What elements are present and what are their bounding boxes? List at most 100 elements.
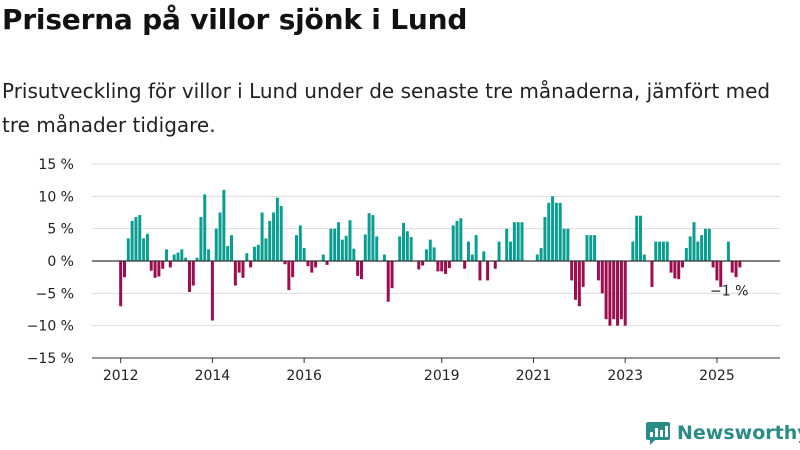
bar [688,236,692,261]
bar [314,261,318,268]
annotations: −1 % [710,283,748,299]
bar [352,248,356,261]
bar [616,261,620,326]
bars [119,189,742,326]
bar [424,249,428,261]
bar [554,202,558,261]
x-axis: 2012 2014 2016 2019 2021 2023 2025 [92,357,780,384]
bar [681,261,685,268]
y-tick-label: −5 % [36,286,74,302]
bar [451,225,455,261]
bar [321,254,325,261]
bar [512,222,516,261]
bar [493,261,497,269]
bar [585,235,589,261]
bar [161,261,165,269]
bar [719,261,723,287]
bar [574,261,577,300]
bar [711,261,715,268]
bar [134,217,138,261]
bar [375,236,379,261]
bar [176,252,180,261]
y-axis-labels: 15 % 10 % 5 % 0 % −5 % −10 % −15 % [27,157,74,367]
bar [551,196,555,261]
bar [734,261,738,278]
bar [130,220,134,261]
bar [382,254,386,261]
bar [272,212,276,261]
bar [707,228,711,261]
bar [344,235,348,261]
bar [264,238,268,261]
bar [658,241,662,261]
bar [455,220,459,261]
bar [639,215,642,261]
bar [474,235,478,261]
x-tick-label: 2025 [699,368,735,384]
bar [126,238,130,261]
bar [642,254,646,261]
bar [119,261,123,307]
bar [180,249,184,261]
bar [444,261,448,274]
bar [210,261,214,321]
bar [677,261,681,280]
bar [581,261,585,287]
bar [287,261,291,291]
bar [172,254,176,261]
bar [218,212,222,261]
bar [516,222,520,261]
bar [539,248,543,261]
bar [398,236,402,261]
bar [650,261,654,287]
bar [371,215,375,261]
bar [428,239,432,261]
bar [421,261,425,266]
bar [123,261,126,278]
bar [703,228,707,261]
bar [230,235,233,261]
bar [604,261,608,320]
bar [298,225,302,261]
bar [359,261,363,280]
bar [168,261,172,268]
bar [509,241,513,261]
bar [402,222,405,261]
bar [738,261,742,268]
bar [631,241,635,261]
bar [730,261,734,273]
bar [547,202,551,261]
bar [409,237,413,261]
bar [665,241,669,261]
bar-chart: 15 %10 %5 %0 %−5 %−10 %−15 % 2012 2014 201… [27,157,780,384]
bar [367,213,371,261]
bar [635,215,639,261]
bar [241,261,245,278]
bar [405,231,409,261]
bar [432,247,436,261]
bar [356,261,360,276]
bar [222,189,226,261]
y-tick-label: 10 % [38,189,74,205]
bar [700,235,704,261]
bar [654,241,658,261]
bar [191,261,195,286]
bar [245,253,249,261]
bar [726,241,730,261]
bar [249,261,253,268]
bar [696,241,700,261]
bar [417,261,421,270]
bar [153,261,157,278]
bar [558,202,562,261]
chart-subtitle: Prisutveckling för villor i Lund under d… [2,79,771,137]
x-tick-label: 2014 [195,368,231,384]
bar [214,228,218,261]
bar [692,222,696,261]
bar [237,261,241,273]
bar [306,261,310,267]
bar [226,246,230,261]
bar [486,261,490,281]
brand-name: Newsworthy [677,422,800,444]
bar [348,220,352,261]
bar [543,217,547,261]
